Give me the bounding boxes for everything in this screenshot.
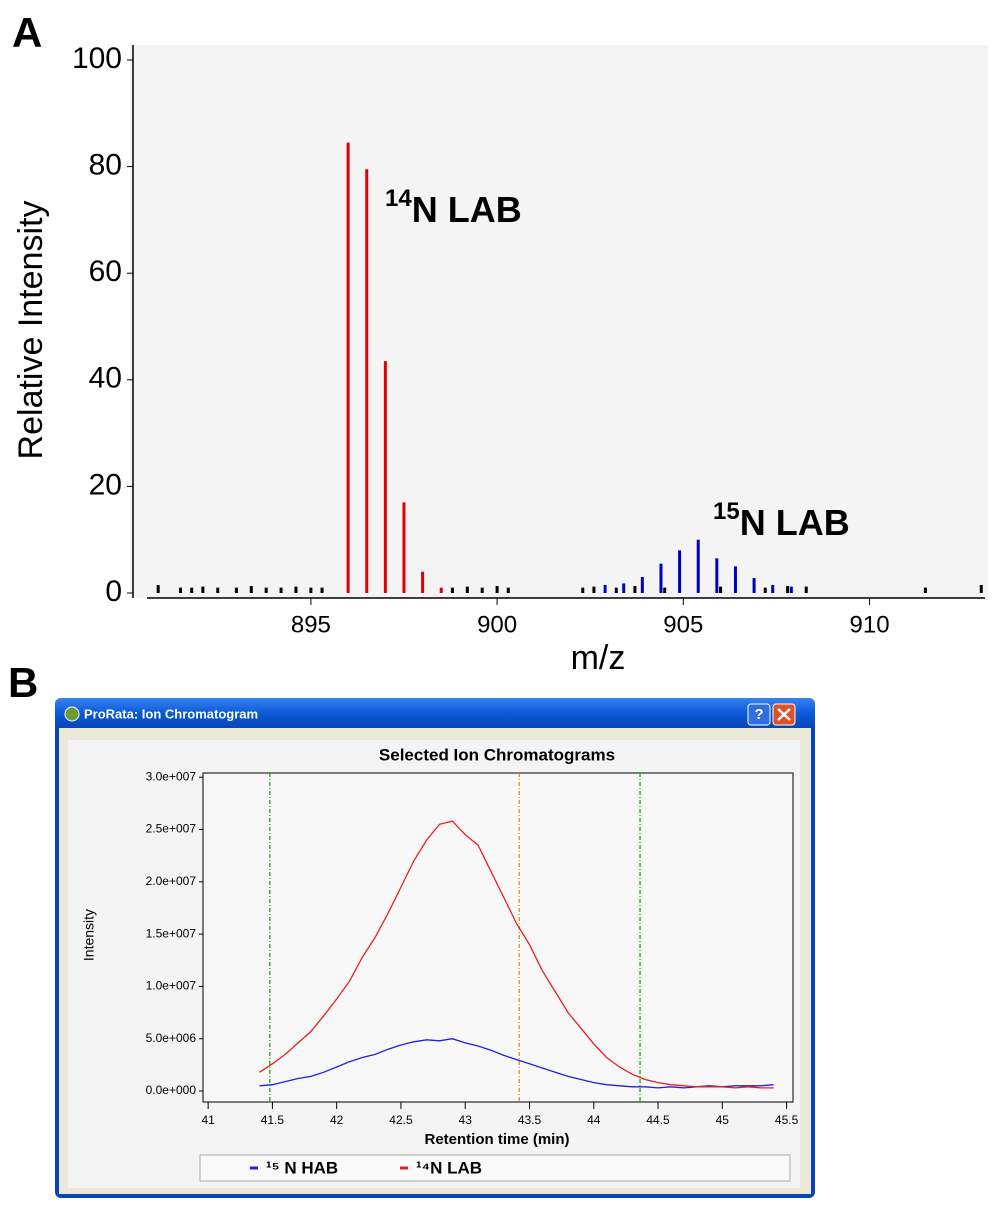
x-tick-label: 42.5 [389, 1113, 413, 1127]
y-tick-label: 20 [89, 468, 122, 501]
x-tick-label: 44.5 [646, 1113, 670, 1127]
series-line [259, 1038, 774, 1089]
app-icon [64, 706, 80, 722]
y-axis-label: Relative Intensity [12, 201, 50, 460]
annotation-text: N LAB [412, 189, 522, 230]
annotation-text: N LAB [740, 502, 850, 543]
window-title: ProRata: Ion Chromatogram [84, 706, 258, 721]
y-tick-label: 60 [89, 255, 122, 288]
y-tick-label: 3.0e+007 [146, 769, 197, 783]
annotation-sup: 14 [385, 185, 412, 212]
panel-label: B [8, 659, 38, 706]
close-glyph [777, 708, 791, 721]
plot-background [130, 45, 988, 598]
legend-label: ¹⁴N LAB [416, 1158, 482, 1177]
x-tick-label: 45 [716, 1113, 730, 1127]
y-tick-label: 2.0e+007 [146, 874, 197, 888]
y-tick-label: 0.0e+000 [146, 1083, 197, 1097]
x-axis-label: m/z [571, 639, 626, 677]
x-axis-label: Retention time (min) [425, 1131, 570, 1148]
y-tick-label: 80 [89, 149, 122, 182]
x-tick-label: 42 [330, 1113, 344, 1127]
help-button[interactable] [747, 703, 771, 726]
x-tick-label: 905 [663, 611, 703, 638]
x-tick-label: 44 [587, 1113, 601, 1127]
legend-label: ¹⁵ N HAB [266, 1158, 338, 1177]
y-tick-label: 100 [72, 42, 122, 75]
x-tick-label: 895 [291, 611, 331, 638]
x-tick-label: 41 [201, 1113, 215, 1127]
series-line [259, 820, 774, 1089]
annotation-sup: 15 [713, 498, 740, 525]
annotation: 14N LAB [385, 185, 522, 229]
chart-title: Selected Ion Chromatograms [379, 745, 615, 764]
x-tick-label: 45.5 [775, 1113, 799, 1127]
legend [199, 1154, 791, 1182]
y-tick-label: 5.0e+006 [146, 1031, 197, 1045]
y-tick-label: 40 [89, 362, 122, 395]
annotation: 15N LAB [713, 498, 850, 542]
y-tick-label: 1.5e+007 [146, 926, 197, 940]
panel-label: A [12, 9, 42, 56]
y-axis-label: Intensity [81, 909, 97, 961]
y-tick-label: 0 [105, 575, 122, 608]
x-tick-label: 910 [850, 611, 890, 638]
help-glyph: ? [754, 706, 763, 723]
x-tick-label: 43 [459, 1113, 473, 1127]
y-tick-label: 2.5e+007 [146, 822, 197, 836]
plot-area [202, 772, 794, 1103]
window: ProRata: Ion Chromatogram ? Selected Ion… [55, 698, 815, 1198]
x-tick-label: 41.5 [261, 1113, 285, 1127]
x-tick-label: 43.5 [518, 1113, 542, 1127]
title-bar [55, 698, 815, 728]
y-tick-label: 1.0e+007 [146, 979, 197, 993]
x-tick-label: 900 [477, 611, 517, 638]
